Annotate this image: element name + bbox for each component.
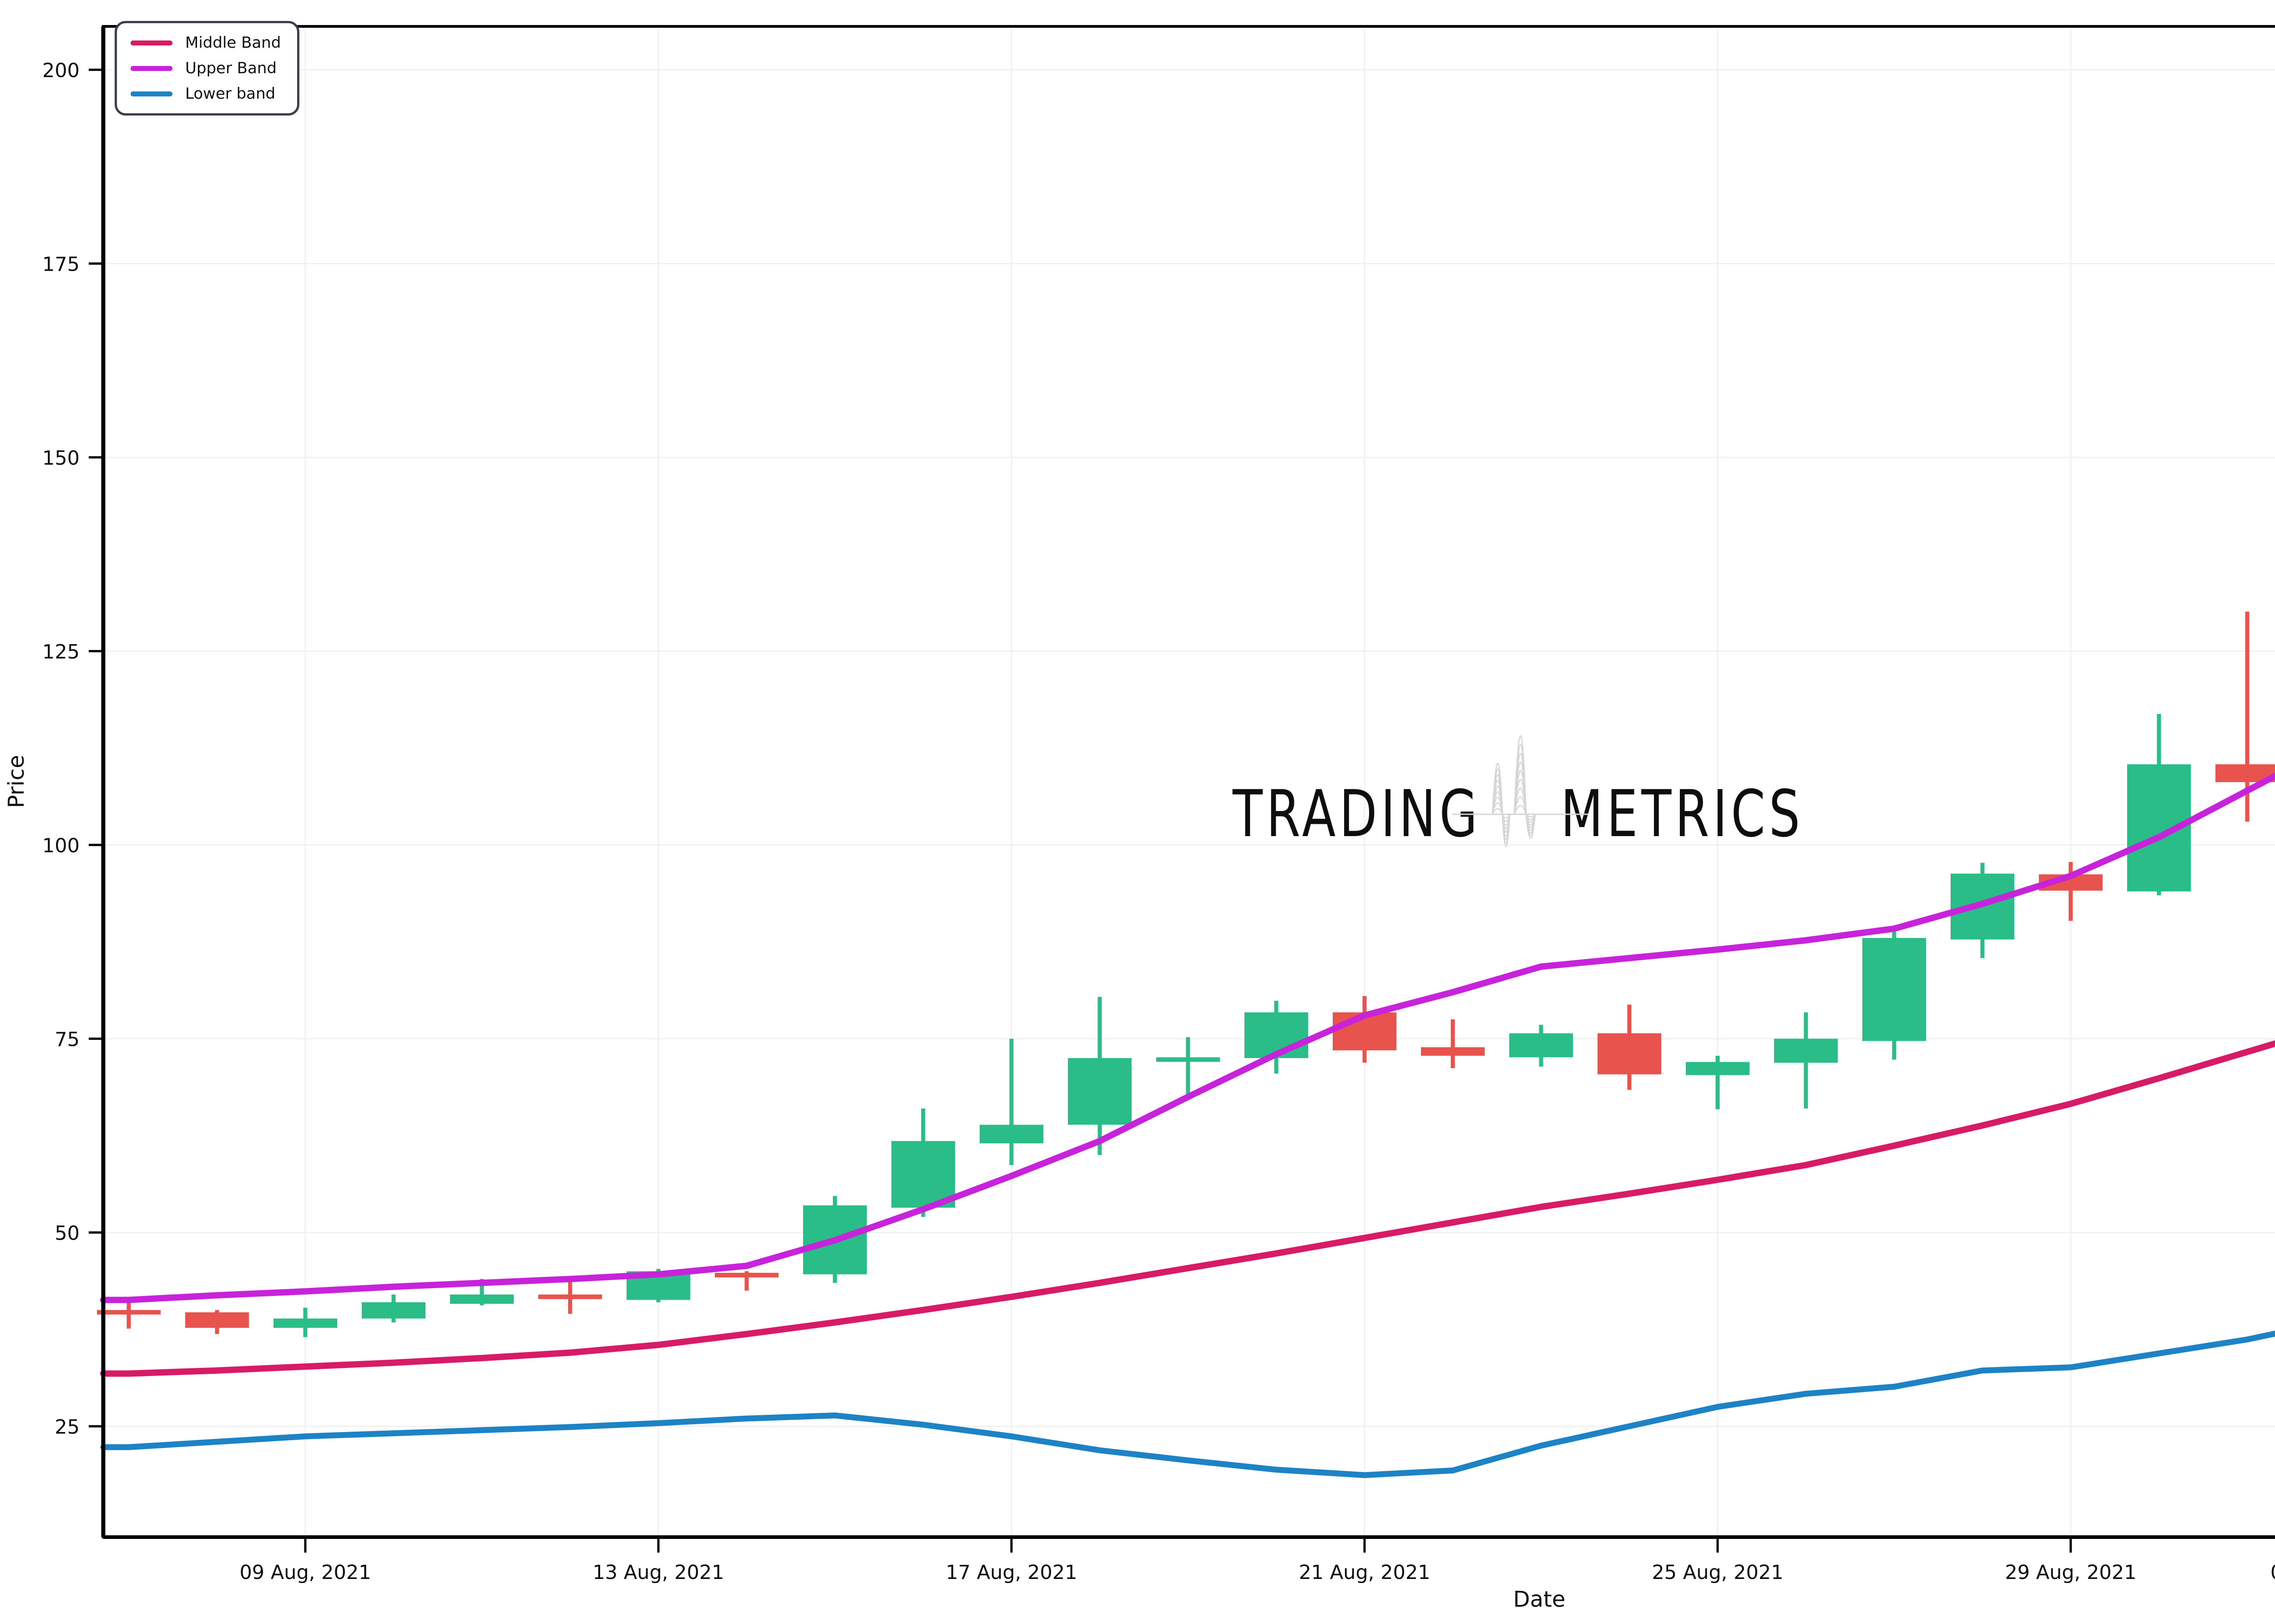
candle-up — [980, 1039, 1043, 1165]
pulse-wave — [1475, 796, 1566, 822]
y-tick-label: 200 — [42, 59, 80, 82]
watermark-pulse-icon — [1452, 735, 1589, 847]
y-tick-label: 50 — [55, 1222, 80, 1245]
candle-up — [1509, 1024, 1573, 1067]
candle-body — [185, 1312, 249, 1328]
candle-up — [2127, 714, 2191, 896]
pulse-wave — [1475, 744, 1566, 844]
x-tick-label: 21 Aug, 2021 — [1299, 1561, 1430, 1584]
y-tick-label: 25 — [55, 1416, 80, 1438]
candle-up — [1156, 1037, 1220, 1095]
candle-body — [1068, 1058, 1132, 1125]
y-axis-label: Price — [4, 755, 29, 808]
plot-border — [102, 25, 2275, 1538]
pulse-wave — [1475, 787, 1566, 826]
candle-body — [97, 1310, 161, 1315]
candle-up — [1068, 997, 1132, 1155]
candle-up — [891, 1108, 955, 1217]
candle-up — [273, 1307, 337, 1337]
lower-band-line-icon — [131, 91, 172, 96]
candle-up — [362, 1294, 425, 1323]
legend-label: Middle Band — [185, 34, 281, 52]
x-tick-label: 29 Aug, 2021 — [2005, 1561, 2136, 1584]
upper-band-line-icon — [131, 66, 172, 71]
pulse-wave — [1475, 779, 1566, 829]
pulse-wave — [1475, 735, 1566, 847]
bollinger-bands — [100, 772, 2275, 1478]
candle-body — [1509, 1033, 1573, 1058]
candle-down — [715, 1271, 779, 1291]
candle-down — [185, 1310, 249, 1334]
candle-down — [1333, 996, 1396, 1063]
x-tick-label: 25 Aug, 2021 — [1652, 1561, 1783, 1584]
candle-body — [1244, 1012, 1308, 1058]
pulse-wave — [1475, 761, 1566, 837]
y-tick-label: 175 — [42, 253, 80, 276]
candle-up — [803, 1196, 867, 1283]
candle-up — [1244, 1000, 1308, 1074]
candle-up — [1774, 1012, 1838, 1109]
candle-body — [715, 1272, 779, 1278]
candle-body — [891, 1141, 955, 1208]
candle-body — [1156, 1057, 1220, 1062]
legend-label: Upper Band — [185, 59, 277, 77]
middle-band-line-icon — [131, 40, 172, 45]
legend-item-middle-band: Middle Band — [131, 35, 281, 50]
x-tick-label: 17 Aug, 2021 — [945, 1561, 1077, 1584]
candle-body — [1421, 1047, 1485, 1056]
x-tick-label: 09 Aug, 2021 — [239, 1561, 371, 1584]
candle-body — [1686, 1062, 1749, 1075]
candle-down — [1421, 1019, 1485, 1069]
x-tick-label: 01 Sep, 2021 — [2270, 1561, 2275, 1584]
legend: Middle Band Upper Band Lower band — [115, 21, 300, 116]
pulse-wave — [1475, 805, 1566, 819]
candle-body — [538, 1294, 602, 1299]
legend-item-lower-band: Lower band — [131, 86, 281, 101]
watermark-right-text: METRICS — [1561, 776, 1804, 851]
legend-label: Lower band — [185, 85, 276, 103]
axes-frame — [101, 25, 2275, 1539]
y-tick-label: 100 — [42, 834, 80, 857]
candle-up — [1686, 1055, 1749, 1110]
candle-body — [1774, 1039, 1838, 1063]
candle-body — [1862, 938, 1926, 1041]
axis-ticks: 25 50 75 100 125 150 175 200 09 Aug, 2021 13 Aug,… — [42, 59, 2275, 1584]
lower-band-line — [100, 1330, 2275, 1478]
candle-body — [273, 1318, 337, 1328]
watermark: TRADING METRICS — [1232, 735, 1804, 852]
candle-down — [2039, 862, 2103, 921]
y-tick-label: 150 — [42, 447, 80, 469]
x-axis-label: Date — [1513, 1587, 1566, 1612]
candles — [97, 611, 2275, 1337]
candle-body — [450, 1294, 514, 1304]
watermark-left-text: TRADING — [1232, 776, 1481, 851]
y-tick-label: 125 — [42, 641, 80, 663]
candle-body — [1598, 1033, 1661, 1074]
candle-down — [1598, 1004, 1661, 1090]
candle-down — [97, 1302, 161, 1329]
y-tick-label: 75 — [55, 1028, 80, 1051]
candle-down — [538, 1282, 602, 1314]
candle-up — [1862, 932, 1926, 1060]
upper-band-line — [100, 772, 2275, 1303]
legend-item-upper-band: Upper Band — [131, 61, 281, 76]
candle-body — [362, 1302, 425, 1319]
gridlines — [103, 26, 2275, 1537]
x-tick-label: 13 Aug, 2021 — [592, 1561, 724, 1584]
candle-body — [980, 1125, 1043, 1144]
middle-band-line — [100, 1040, 2275, 1377]
